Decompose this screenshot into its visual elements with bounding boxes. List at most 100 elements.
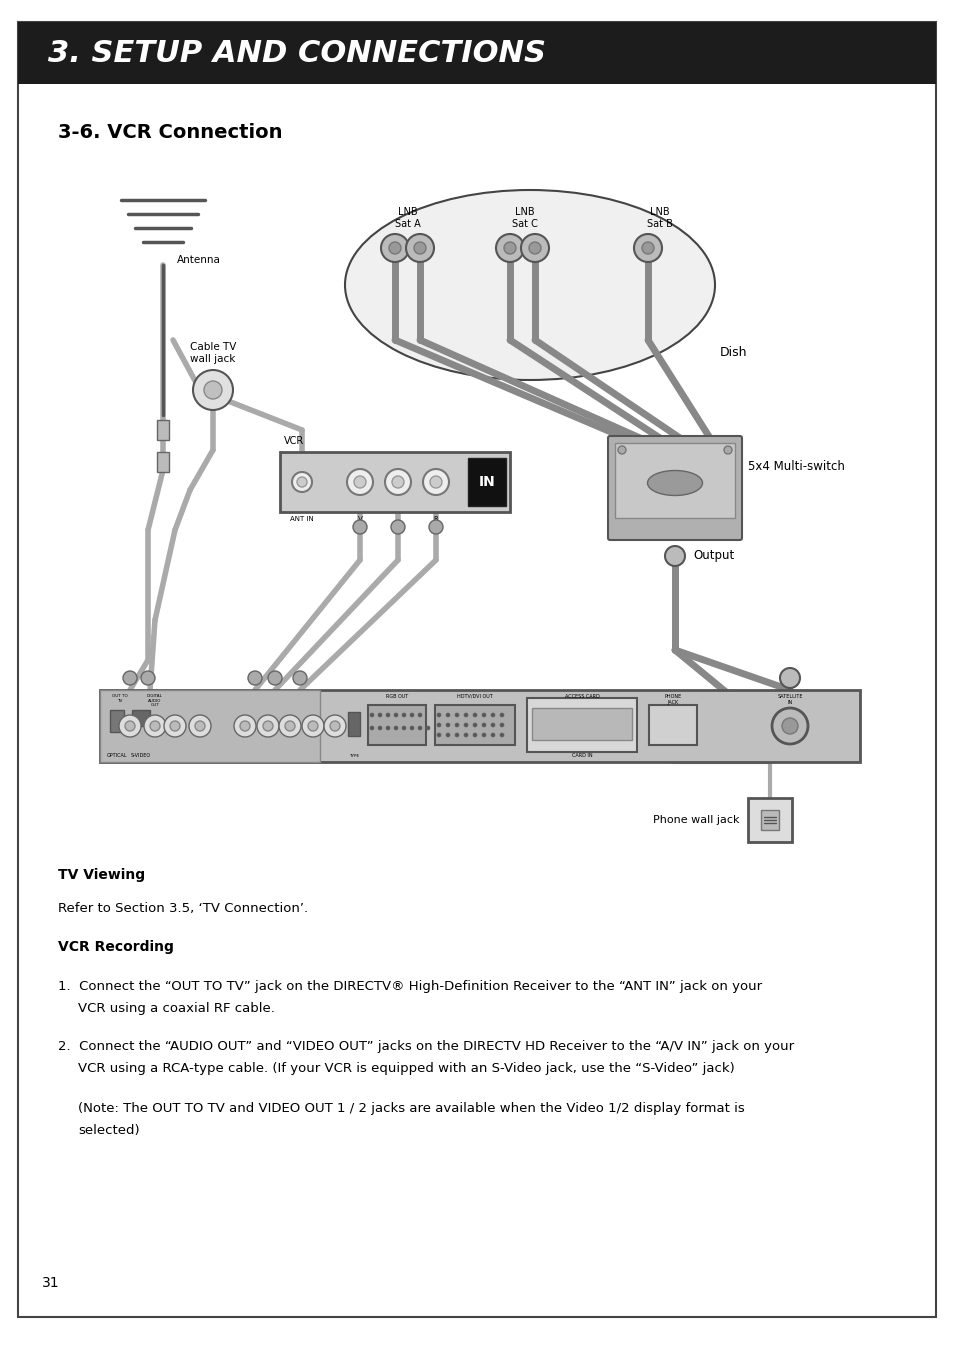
Bar: [526, 698, 637, 753]
Circle shape: [353, 520, 367, 534]
Circle shape: [256, 715, 278, 738]
Circle shape: [481, 713, 485, 717]
Circle shape: [125, 721, 135, 731]
Circle shape: [491, 723, 495, 727]
Circle shape: [481, 734, 485, 738]
Circle shape: [394, 713, 397, 717]
Text: HDTV/DVI OUT: HDTV/DVI OUT: [456, 694, 493, 698]
Circle shape: [391, 520, 405, 534]
Text: TYPE: TYPE: [349, 754, 358, 758]
Circle shape: [330, 721, 339, 731]
Text: IN: IN: [478, 476, 495, 489]
Text: 3-6. VCR Connection: 3-6. VCR Connection: [58, 123, 282, 142]
Circle shape: [422, 469, 449, 494]
Text: VCR using a coaxial RF cable.: VCR using a coaxial RF cable.: [78, 1002, 274, 1015]
Circle shape: [499, 734, 503, 738]
Circle shape: [401, 725, 406, 730]
Circle shape: [634, 234, 661, 262]
Circle shape: [463, 723, 468, 727]
Text: LNB
Sat A: LNB Sat A: [395, 207, 420, 230]
Bar: [435, 705, 515, 744]
Circle shape: [436, 723, 440, 727]
Circle shape: [204, 381, 222, 399]
Text: 5x4 Multi-switch: 5x4 Multi-switch: [747, 459, 844, 473]
Circle shape: [664, 546, 684, 566]
Circle shape: [189, 715, 211, 738]
Text: (Note: The OUT TO TV and VIDEO OUT 1 / 2 jacks are available when the Video 1/2 : (Note: The OUT TO TV and VIDEO OUT 1 / 2…: [78, 1102, 744, 1115]
Circle shape: [324, 715, 346, 738]
Text: VCR: VCR: [284, 436, 304, 446]
Circle shape: [278, 715, 301, 738]
Circle shape: [347, 469, 373, 494]
Text: OUT TO
TV: OUT TO TV: [112, 694, 128, 703]
Bar: [348, 712, 359, 736]
Bar: [760, 811, 779, 830]
Text: 1.  Connect the “OUT TO TV” jack on the DIRECTV® High-Definition Receiver to the: 1. Connect the “OUT TO TV” jack on the D…: [58, 979, 761, 993]
Circle shape: [406, 234, 434, 262]
Text: ANT IN: ANT IN: [290, 516, 314, 521]
Circle shape: [248, 671, 262, 685]
Circle shape: [780, 667, 800, 688]
Text: SATELLITE
IN: SATELLITE IN: [777, 694, 801, 705]
Bar: [157, 420, 169, 440]
Circle shape: [150, 721, 160, 731]
Circle shape: [473, 723, 476, 727]
Circle shape: [123, 671, 137, 685]
Circle shape: [491, 713, 495, 717]
Circle shape: [417, 725, 421, 730]
Circle shape: [354, 476, 366, 488]
Bar: [747, 798, 791, 842]
Circle shape: [392, 476, 403, 488]
Circle shape: [463, 713, 468, 717]
Ellipse shape: [647, 470, 701, 496]
Text: V: V: [357, 516, 362, 521]
Bar: [100, 690, 859, 762]
Circle shape: [292, 471, 312, 492]
Circle shape: [410, 713, 414, 717]
Circle shape: [233, 715, 255, 738]
Circle shape: [268, 671, 282, 685]
Bar: [468, 458, 505, 507]
Circle shape: [499, 713, 503, 717]
Circle shape: [641, 242, 654, 254]
Text: OPTICAL: OPTICAL: [107, 753, 127, 758]
Text: RGB OUT: RGB OUT: [385, 694, 408, 698]
Bar: [110, 711, 124, 732]
Circle shape: [436, 713, 440, 717]
Circle shape: [293, 671, 307, 685]
Circle shape: [119, 715, 141, 738]
Text: VCR using a RCA-type cable. (If your VCR is equipped with an S-Video jack, use t: VCR using a RCA-type cable. (If your VCR…: [78, 1062, 734, 1075]
Circle shape: [529, 242, 540, 254]
Text: DIGITAL
AUDIO
OUT: DIGITAL AUDIO OUT: [147, 694, 163, 707]
Circle shape: [426, 725, 430, 730]
Circle shape: [436, 734, 440, 738]
Text: Antenna: Antenna: [177, 255, 221, 265]
Circle shape: [446, 734, 450, 738]
Circle shape: [429, 520, 442, 534]
Circle shape: [503, 242, 516, 254]
Circle shape: [473, 713, 476, 717]
FancyBboxPatch shape: [607, 436, 741, 540]
Circle shape: [377, 725, 381, 730]
Circle shape: [463, 734, 468, 738]
Circle shape: [430, 476, 441, 488]
Bar: [18, 22, 935, 84]
Circle shape: [263, 721, 273, 731]
Text: ACCESS CARD: ACCESS CARD: [564, 694, 598, 698]
Text: CARD IN: CARD IN: [571, 753, 592, 758]
Circle shape: [723, 446, 731, 454]
Circle shape: [455, 734, 458, 738]
Bar: [132, 711, 150, 725]
Circle shape: [446, 723, 450, 727]
Circle shape: [499, 723, 503, 727]
Text: selected): selected): [78, 1124, 139, 1138]
Circle shape: [386, 713, 390, 717]
Circle shape: [370, 713, 374, 717]
Bar: [100, 690, 319, 762]
Text: Refer to Section 3.5, ‘TV Connection’.: Refer to Section 3.5, ‘TV Connection’.: [58, 902, 308, 915]
Circle shape: [144, 715, 166, 738]
Circle shape: [618, 446, 625, 454]
Text: R: R: [434, 516, 438, 521]
Circle shape: [481, 723, 485, 727]
Circle shape: [296, 477, 307, 486]
